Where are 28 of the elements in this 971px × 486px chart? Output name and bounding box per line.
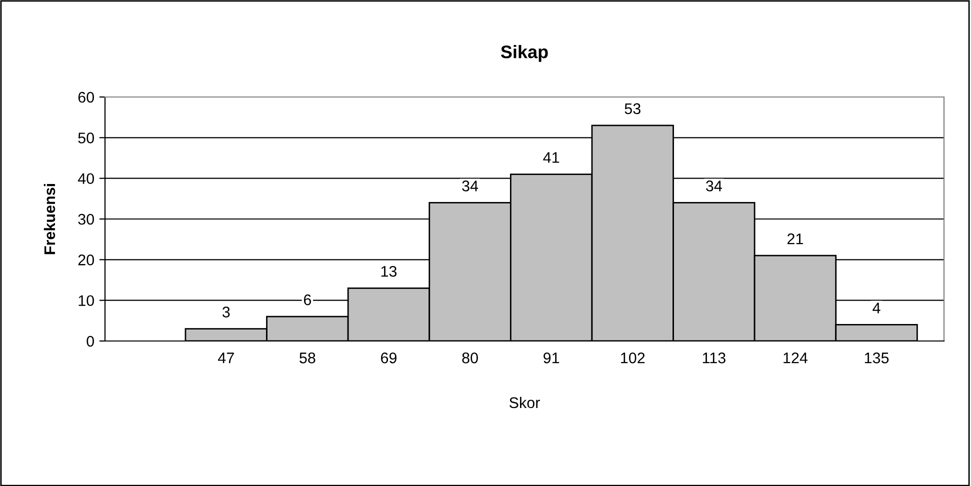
data-label: 6 [304,294,312,306]
x-tick-label: 135 [864,352,889,364]
y-tick-label: 20 [78,254,94,266]
x-tick-label: 80 [462,352,478,364]
data-label: 53 [624,103,640,114]
y-tick-label: 30 [78,214,94,225]
data-label: 4 [872,302,880,314]
y-tick-label: 0 [86,336,94,347]
x-tick-label: 102 [621,352,645,364]
x-tick-label: 91 [544,352,560,364]
x-tick-label: 47 [218,352,234,364]
y-tick-label: 50 [78,132,94,144]
x-tick-label: 113 [702,352,726,364]
x-axis-title: Skor [509,396,540,408]
data-label: 13 [381,266,397,277]
data-label: 3 [222,306,230,318]
chart-title: Sikap [500,45,548,62]
data-label: 34 [706,180,722,192]
x-tick-label: 69 [381,352,397,364]
y-tick-label: 40 [78,173,94,184]
y-axis-title: Frekuensi [44,184,56,254]
x-tick-label: 58 [300,352,316,364]
data-label: 21 [787,233,803,244]
data-label: 41 [543,152,560,163]
y-tick-label: 60 [78,92,94,103]
x-tick-label: 124 [784,352,808,364]
data-label: 34 [462,180,478,192]
y-tick-label: 10 [78,295,94,306]
